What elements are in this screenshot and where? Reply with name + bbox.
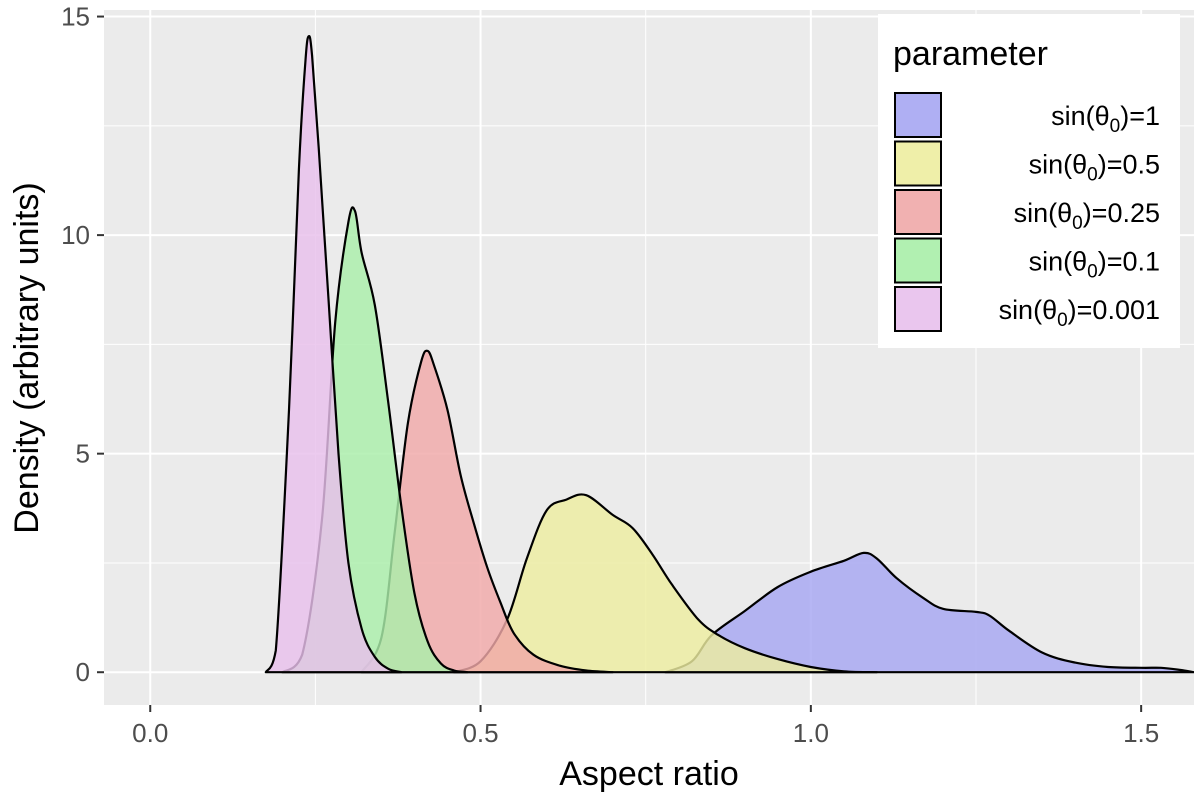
- legend-key-series-3: [894, 189, 942, 235]
- density-area-series-5: [264, 34, 403, 674]
- density-area-series-1: [664, 551, 1194, 674]
- x-tick-label: 0.5: [462, 718, 498, 748]
- x-tick-label: 1.0: [793, 718, 829, 748]
- x-axis-ticks: 0.0 0.5 1.0 1.5: [132, 705, 1159, 748]
- legend-key-series-5: [894, 286, 942, 332]
- legend-label-series-1: sin(θ0)=1: [1051, 101, 1160, 137]
- density-area-series-2: [453, 493, 878, 674]
- y-tick-label: 10: [61, 220, 90, 250]
- legend-key-series-4: [894, 237, 942, 284]
- x-tick-label: 0.0: [132, 718, 168, 748]
- legend-label-series-3: sin(θ0)=0.25: [1014, 198, 1160, 234]
- legend-label-series-4: sin(θ0)=0.1: [1029, 247, 1160, 283]
- legend-key-series-1: [894, 92, 942, 138]
- legend-items: sin(θ0)=1 sin(θ0)=0.5 sin(θ0)=0.25 sin(θ0)=…: [894, 92, 1160, 332]
- y-tick-label: 0: [76, 657, 90, 687]
- legend-key-series-2: [894, 140, 942, 187]
- legend-label-series-5: sin(θ0)=0.001: [999, 295, 1160, 331]
- legend: parameter sin(θ0)=1 sin(θ0)=0.5 sin(θ0)=0.…: [878, 14, 1180, 348]
- density-areas: [264, 34, 1194, 674]
- y-axis-title: Density (arbitrary units): [8, 182, 46, 533]
- y-axis-ticks: 0 5 10 15: [61, 2, 104, 687]
- x-axis-title: Aspect ratio: [559, 755, 739, 793]
- legend-title: parameter: [893, 35, 1048, 73]
- legend-label-series-2: sin(θ0)=0.5: [1029, 150, 1160, 186]
- x-tick-label: 1.5: [1123, 718, 1159, 748]
- y-tick-label: 15: [61, 2, 90, 32]
- y-tick-label: 5: [76, 439, 90, 469]
